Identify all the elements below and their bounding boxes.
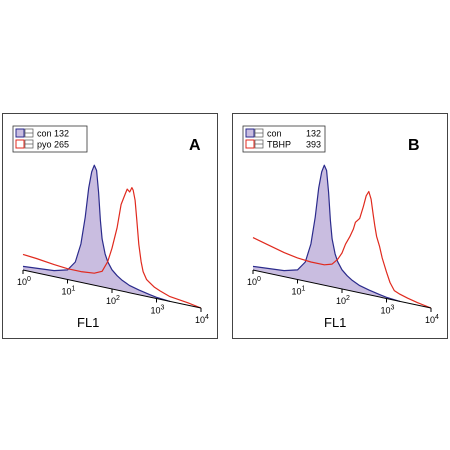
- x-axis-label-b: FL1: [324, 315, 346, 330]
- series-area-1: [253, 165, 400, 302]
- x-tick-label: 101: [62, 286, 76, 297]
- chart-b-axis: 100 101 102 103 104: [247, 269, 439, 325]
- panel-label-b: B: [408, 137, 420, 154]
- legend-value: 393: [306, 140, 321, 150]
- series-line-2: [252, 190, 432, 309]
- histogram-panel-a: 100 101 102 103 104 con 132 pyo 265 A FL1: [2, 113, 218, 339]
- x-tick-label: 102: [336, 295, 350, 306]
- series-line-1: [22, 164, 171, 302]
- x-tick-label: 100: [247, 276, 261, 287]
- x-axis-label-a: FL1: [77, 315, 99, 330]
- series-line-1: [252, 164, 401, 302]
- legend-swatch: [15, 139, 25, 149]
- legend-swatch: [245, 139, 255, 149]
- panel-label-a: A: [189, 137, 201, 154]
- x-tick-label: 104: [195, 314, 209, 325]
- legend-label: pyo 265: [37, 140, 69, 150]
- chart-a-axis: 100 101 102 103 104: [17, 269, 209, 325]
- chart-b-plot: [252, 164, 432, 309]
- series-line-2: [22, 187, 202, 309]
- x-tick-label: 104: [425, 314, 439, 325]
- chart-a-plot: [22, 164, 202, 309]
- chart-b-svg: 100 101 102 103 104 con 132 TBHP 393 B FL1: [242, 125, 439, 330]
- legend-swatch: [15, 128, 25, 138]
- legend-label: con: [267, 129, 282, 139]
- x-tick-label: 100: [17, 276, 31, 287]
- x-tick-label: 101: [292, 286, 306, 297]
- x-tick-label: 103: [151, 305, 165, 316]
- legend-value: 132: [306, 129, 321, 139]
- x-tick-label: 102: [106, 295, 120, 306]
- series-area-1: [23, 165, 170, 302]
- x-tick-label: 103: [381, 305, 395, 316]
- legend-label: con 132: [37, 129, 69, 139]
- chart-b-legend: con 132 TBHP 393: [242, 125, 326, 153]
- legend-label: TBHP: [267, 140, 291, 150]
- legend-swatch: [245, 128, 255, 138]
- histogram-panel-b: 100 101 102 103 104 con 132 TBHP 393 B FL1: [232, 113, 448, 339]
